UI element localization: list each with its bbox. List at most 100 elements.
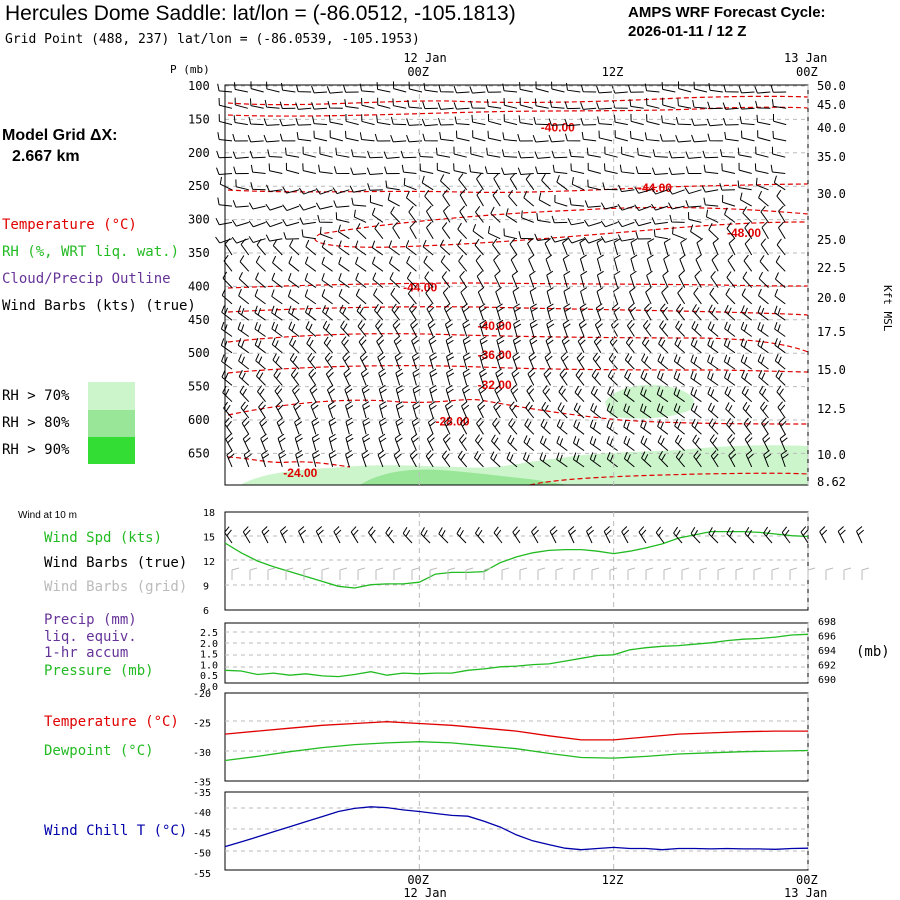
wind-barb bbox=[709, 287, 719, 305]
temperature-line bbox=[224, 721, 808, 741]
wind-barb bbox=[757, 305, 769, 321]
wind-barb bbox=[741, 370, 753, 386]
wind-barb bbox=[319, 146, 333, 158]
wind-barb bbox=[545, 254, 553, 272]
wind-barb bbox=[411, 417, 420, 435]
wind-barb bbox=[505, 208, 518, 223]
wind-barb bbox=[540, 418, 551, 435]
wind-barb bbox=[646, 97, 660, 109]
wind-barb bbox=[580, 117, 597, 126]
surface-wind-barb-grid bbox=[843, 567, 852, 580]
surface-wind-barb-grid bbox=[393, 567, 402, 580]
wind-barb bbox=[391, 303, 401, 321]
wind-barb bbox=[234, 97, 248, 109]
wind-barb bbox=[425, 287, 434, 305]
wind-barb bbox=[509, 173, 518, 191]
wind-barb bbox=[539, 435, 551, 451]
model-grid-label: Model Grid ΔX: bbox=[2, 127, 118, 144]
wind-barb bbox=[658, 450, 669, 468]
pressure-axis-label: P (mb) bbox=[170, 63, 210, 76]
wind-barb bbox=[711, 254, 719, 272]
wind-barb bbox=[233, 115, 248, 126]
wind-barb bbox=[694, 270, 702, 288]
wind-barb bbox=[772, 113, 787, 126]
wind-barb bbox=[217, 197, 233, 207]
wind-barb bbox=[271, 321, 283, 337]
wind-barb bbox=[238, 272, 250, 288]
wind-barb bbox=[710, 450, 719, 468]
wind-barb bbox=[250, 164, 266, 174]
bottom-date-right: 13 Jan bbox=[784, 886, 827, 900]
wind-barb bbox=[460, 417, 468, 435]
wind-barb bbox=[646, 270, 653, 288]
wind-barb bbox=[523, 435, 535, 451]
wind-barb bbox=[546, 319, 555, 337]
wind-barb bbox=[617, 203, 635, 211]
wind-barb bbox=[287, 289, 300, 305]
wind-barb bbox=[604, 163, 618, 174]
wind10m-frame bbox=[224, 511, 809, 611]
wind-barb bbox=[606, 452, 618, 468]
wind-barb bbox=[759, 385, 769, 403]
wind-barb bbox=[518, 231, 534, 240]
wind-barb bbox=[394, 433, 403, 451]
wind-barb bbox=[600, 202, 618, 210]
temperature-frame bbox=[224, 692, 809, 782]
wind-barb bbox=[703, 197, 719, 207]
wind-barb bbox=[685, 151, 702, 159]
wind-barb bbox=[345, 450, 354, 468]
surface-wind-barb-grid bbox=[717, 567, 726, 580]
wind-barb bbox=[724, 370, 736, 386]
wind-barb bbox=[311, 433, 320, 451]
wind-barb bbox=[238, 288, 250, 305]
wind-barb bbox=[429, 352, 438, 370]
wind-barb bbox=[657, 419, 669, 435]
wind-barb bbox=[479, 319, 488, 337]
wind-barb bbox=[472, 223, 484, 240]
wind-barb bbox=[457, 239, 468, 256]
wind-barb bbox=[355, 256, 367, 272]
wind-barb bbox=[712, 238, 719, 256]
wind-barb bbox=[708, 304, 719, 321]
wind-barb bbox=[335, 212, 350, 223]
pressure-tick-right: 690 bbox=[818, 675, 836, 686]
surface-wind-barb-grid bbox=[573, 567, 582, 580]
wind-barb bbox=[691, 134, 708, 143]
wind-barb bbox=[596, 85, 613, 94]
wind-barb bbox=[462, 336, 471, 353]
wind-barb bbox=[423, 82, 438, 93]
wind-barb bbox=[361, 384, 370, 402]
wind-barb bbox=[395, 384, 404, 402]
surface-wind-barb-grid bbox=[411, 567, 420, 580]
wind-barb bbox=[393, 335, 402, 354]
wind-barb bbox=[755, 177, 769, 191]
wind-barb bbox=[741, 386, 753, 403]
wind-barb bbox=[512, 352, 521, 370]
wind-barb bbox=[302, 146, 316, 158]
wind-barb bbox=[461, 303, 470, 321]
wind-barb bbox=[282, 204, 300, 212]
wind-barb bbox=[374, 222, 384, 240]
wind-barb bbox=[573, 402, 585, 419]
wind-barb bbox=[345, 114, 359, 126]
wind-barb bbox=[536, 213, 551, 223]
wind-barb bbox=[624, 353, 635, 370]
wind-barb bbox=[493, 172, 501, 191]
wind-barb bbox=[324, 352, 333, 370]
wind-barb bbox=[496, 319, 505, 337]
pressure-line bbox=[224, 633, 809, 678]
wind-barb bbox=[723, 354, 736, 370]
temperature-contour bbox=[227, 333, 809, 353]
wind-barb bbox=[429, 384, 438, 402]
wind-barb bbox=[235, 179, 249, 191]
contour-label: -24.00 bbox=[283, 466, 317, 480]
wind-barb bbox=[231, 219, 249, 227]
surface-wind-barb-true bbox=[856, 526, 865, 544]
wind-barb bbox=[740, 321, 752, 337]
wind-barb bbox=[535, 81, 549, 93]
pressure-tick: 450 bbox=[188, 313, 210, 327]
height-tick: 20.0 bbox=[817, 291, 846, 305]
wind-barb bbox=[613, 238, 621, 256]
wind-barb bbox=[754, 86, 771, 94]
temperature-contour bbox=[529, 472, 809, 486]
